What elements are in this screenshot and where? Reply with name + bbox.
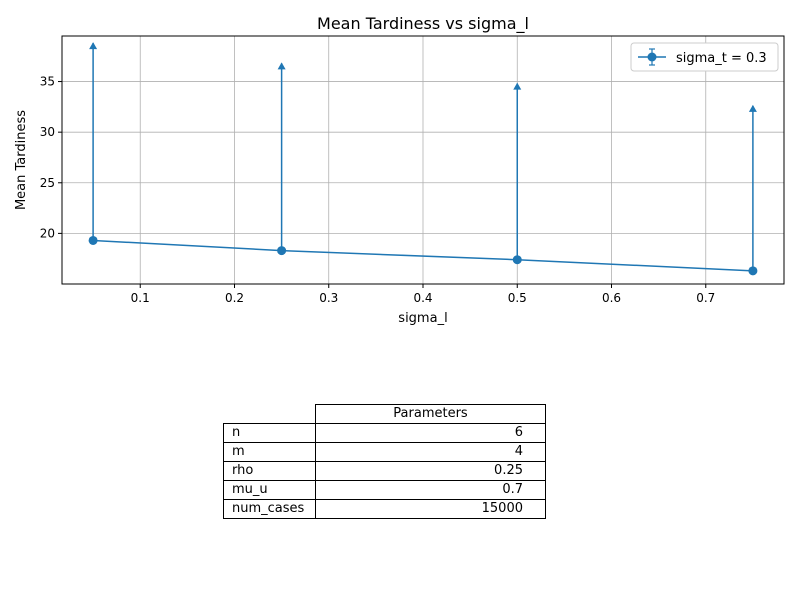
row-label: mu_u (223, 480, 316, 500)
row-value: 6 (315, 423, 546, 443)
y-tick-label: 35 (40, 75, 55, 89)
x-tick-label: 0.5 (508, 291, 527, 305)
x-axis-label: sigma_l (398, 311, 447, 326)
row-label: n (223, 423, 316, 443)
row-label: num_cases (223, 499, 316, 519)
grid-lines (62, 36, 784, 284)
x-tick-label: 0.4 (413, 291, 432, 305)
row-value: 0.25 (315, 461, 546, 481)
x-tick-label: 0.6 (602, 291, 621, 305)
legend: sigma_t = 0.3 (630, 42, 779, 72)
axis-ticks: 0.1 0.2 0.3 0.4 0.5 0.6 0.7 20 25 30 35 (40, 75, 716, 305)
table-row: rho 0.25 (223, 461, 546, 481)
y-tick-label: 30 (40, 125, 55, 139)
table-header: Parameters (315, 404, 546, 424)
table-row: n 6 (223, 423, 546, 443)
chart-title: Mean Tardiness vs sigma_l (317, 14, 529, 34)
error-bar-arrow (748, 104, 757, 112)
x-tick-label: 0.2 (225, 291, 244, 305)
y-axis-label: Mean Tardiness (14, 110, 29, 210)
y-tick-label: 20 (40, 226, 55, 240)
row-value: 4 (315, 442, 546, 462)
data-point (88, 235, 98, 245)
legend-dot (647, 52, 657, 62)
x-tick-label: 0.1 (131, 291, 150, 305)
x-tick-label: 0.7 (696, 291, 715, 305)
legend-marker (638, 48, 666, 66)
table-row: mu_u 0.7 (223, 480, 546, 500)
row-value: 0.7 (315, 480, 546, 500)
data-point (748, 266, 758, 276)
series-line (93, 239, 753, 272)
x-tick-label: 0.3 (319, 291, 338, 305)
row-label: rho (223, 461, 316, 481)
table-row: m 4 (223, 442, 546, 462)
data-point (277, 246, 287, 256)
parameters-table: Parameters n 6 m 4 rho 0.25 mu_u 0.7 num… (223, 404, 546, 519)
table-row: num_cases 15000 (223, 499, 546, 519)
legend-label: sigma_t = 0.3 (676, 51, 767, 66)
error-bar-arrow (89, 42, 98, 50)
error-bar-arrow (513, 82, 522, 90)
row-value: 15000 (315, 499, 546, 519)
series-layer (88, 42, 758, 276)
legend-box (630, 42, 779, 72)
data-point (512, 255, 522, 265)
row-label: m (223, 442, 316, 462)
error-bar-arrow (277, 62, 286, 70)
y-tick-label: 25 (40, 176, 55, 190)
